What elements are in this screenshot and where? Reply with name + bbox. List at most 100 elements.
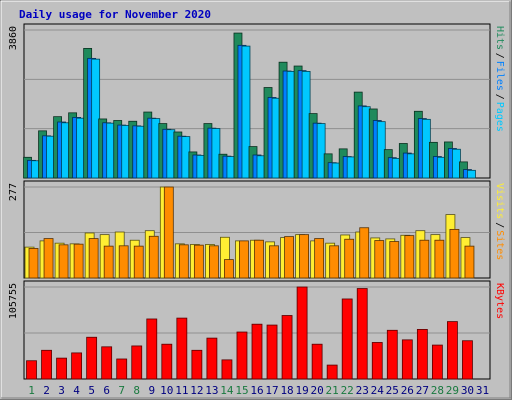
sites-bar-day-26 <box>404 235 415 279</box>
x-tick-day-12: 12 <box>190 384 203 397</box>
sites-bar-day-29 <box>449 228 460 279</box>
sites-bar-day-21 <box>329 245 340 279</box>
x-tick-day-22: 22 <box>341 384 354 397</box>
panel-middle: 277 Visits / Sites <box>8 180 505 279</box>
kbytes-bar-day-14 <box>221 359 233 380</box>
x-tick-day-20: 20 <box>311 384 324 397</box>
sites-bar-day-14 <box>224 259 234 279</box>
sites-bar-day-25 <box>389 241 400 279</box>
sites-bar-day-20 <box>314 238 325 279</box>
kbytes-bar-day-28 <box>431 344 443 380</box>
kbytes-bar-day-22 <box>341 298 353 380</box>
kbytes-bar-day-25 <box>386 329 398 380</box>
x-tick-day-14: 14 <box>220 384 234 397</box>
sites-bar-day-13 <box>209 245 219 279</box>
x-tick-day-3: 3 <box>58 384 65 397</box>
panel-bottom-legend: KBytes <box>494 283 505 319</box>
sites-bar-day-11 <box>178 244 189 279</box>
sites-bar-day-30 <box>464 245 475 279</box>
kbytes-bar-day-21 <box>326 364 338 380</box>
legend-kbytes: KBytes <box>494 283 505 319</box>
x-tick-day-8: 8 <box>133 384 140 397</box>
legend-pages: Pages <box>494 102 505 132</box>
panel-middle-ymax-label: 277 <box>8 183 19 201</box>
sites-bar-day-9 <box>148 235 159 279</box>
kbytes-bar-day-19 <box>296 286 308 380</box>
kbytes-bar-day-12 <box>191 349 203 380</box>
sites-bar-day-10 <box>163 186 174 279</box>
kbytes-bar-day-27 <box>416 329 428 380</box>
legend-separator: / <box>494 222 505 228</box>
kbytes-bar-day-26 <box>401 339 413 380</box>
x-tick-day-15: 15 <box>235 384 248 397</box>
kbytes-bar-day-24 <box>371 342 383 380</box>
kbytes-bar-day-9 <box>146 318 158 380</box>
panel-top: 3860 Hits / Files / Pages <box>8 23 505 179</box>
legend-hits: Hits <box>494 26 505 50</box>
sites-bar-day-18 <box>284 236 294 279</box>
pages-bar-day-15 <box>241 45 251 179</box>
kbytes-bar-day-23 <box>356 288 368 380</box>
x-tick-day-31: 31 <box>476 384 489 397</box>
sites-bar-day-12 <box>193 244 204 279</box>
pages-bar-day-20 <box>316 123 326 179</box>
x-tick-day-4: 4 <box>73 384 80 397</box>
sites-bar-day-4 <box>73 243 84 279</box>
kbytes-bar-day-7 <box>116 358 128 380</box>
kbytes-bar-day-4 <box>71 352 83 380</box>
sites-bar-day-1 <box>28 248 39 279</box>
sites-bar-day-15 <box>239 240 249 279</box>
kbytes-bar-day-30 <box>462 340 473 380</box>
sites-bar-day-2 <box>43 238 54 279</box>
x-tick-day-9: 9 <box>148 384 155 397</box>
kbytes-bar-day-15 <box>236 331 248 380</box>
x-tick-day-2: 2 <box>43 384 50 397</box>
x-tick-day-19: 19 <box>295 384 308 397</box>
panel-top-legend: Hits / Files / Pages <box>494 26 505 132</box>
sites-bar-day-23 <box>359 227 370 279</box>
kbytes-bar-day-6 <box>101 346 113 380</box>
x-tick-day-18: 18 <box>280 384 293 397</box>
x-tick-day-26: 26 <box>401 384 414 397</box>
x-tick-day-27: 27 <box>416 384 429 397</box>
kbytes-bar-day-10 <box>161 343 173 380</box>
sites-bar-day-24 <box>374 240 385 279</box>
sites-bar-day-3 <box>58 244 69 279</box>
x-tick-day-17: 17 <box>265 384 278 397</box>
legend-visits: Visits <box>494 183 505 219</box>
kbytes-bar-day-17 <box>266 324 278 380</box>
kbytes-bar-day-20 <box>311 343 323 380</box>
x-tick-day-24: 24 <box>371 384 385 397</box>
sites-bar-day-19 <box>299 234 309 279</box>
x-tick-day-16: 16 <box>250 384 263 397</box>
sites-bar-day-22 <box>344 238 355 279</box>
x-tick-day-21: 21 <box>326 384 339 397</box>
x-tick-day-25: 25 <box>386 384 399 397</box>
chart-panels: 3860 Hits / Files / Pages 277 Visits / Sites 10575… <box>8 23 505 380</box>
pages-bar-day-30 <box>467 169 476 179</box>
kbytes-bar-day-18 <box>281 315 293 380</box>
x-tick-day-13: 13 <box>205 384 218 397</box>
sites-bar-day-8 <box>133 245 144 279</box>
kbytes-bar-day-13 <box>206 337 218 380</box>
panel-bottom-ymax-label: 105755 <box>8 283 19 319</box>
x-tick-day-30: 30 <box>461 384 474 397</box>
kbytes-bar-day-1 <box>26 360 37 380</box>
x-tick-day-28: 28 <box>431 384 444 397</box>
x-tick-day-5: 5 <box>88 384 95 397</box>
sites-bar-day-27 <box>419 239 430 279</box>
panel-middle-legend: Visits / Sites <box>494 183 505 260</box>
x-tick-day-6: 6 <box>103 384 110 397</box>
legend-separator: / <box>494 94 505 100</box>
chart-title: Daily usage for November 2020 <box>19 8 211 21</box>
panel-bottom: 105755 KBytes <box>8 280 505 380</box>
legend-separator: / <box>494 53 505 59</box>
x-tick-day-10: 10 <box>160 384 173 397</box>
x-tick-day-7: 7 <box>118 384 125 397</box>
x-tick-day-11: 11 <box>175 384 188 397</box>
kbytes-bar-day-29 <box>447 321 458 380</box>
sites-bar-day-16 <box>254 239 264 279</box>
kbytes-bar-day-2 <box>41 349 52 380</box>
kbytes-bar-day-3 <box>56 357 67 380</box>
